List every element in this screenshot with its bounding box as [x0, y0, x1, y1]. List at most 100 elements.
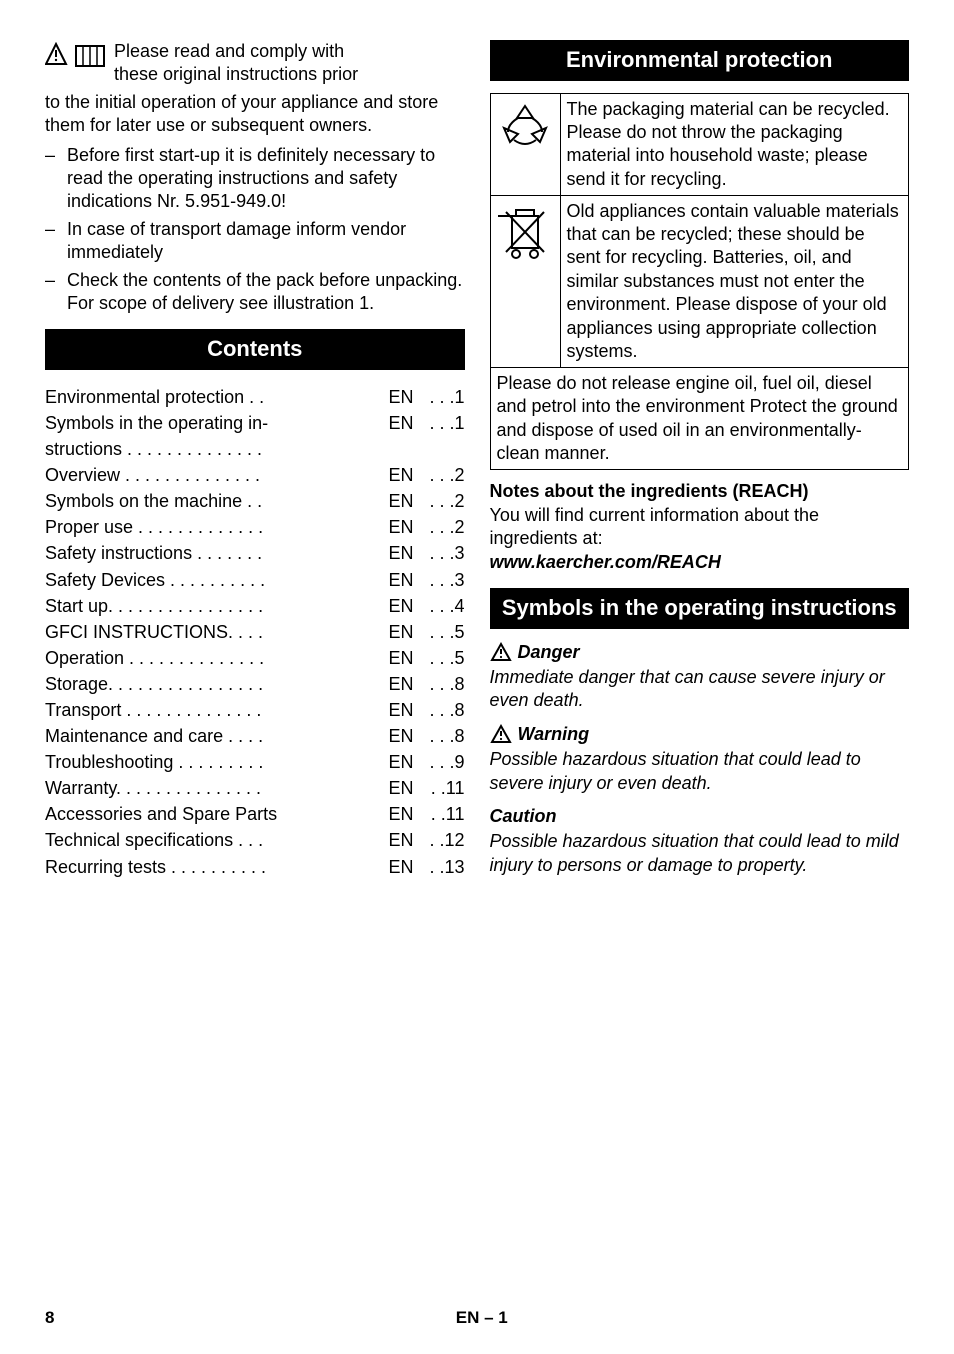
toc-row: Operation . . . . . . . . . . . . . . EN.…	[45, 645, 465, 671]
toc-label: Warranty. . . . . . . . . . . . . . .	[45, 775, 261, 801]
toc-page: . . .2	[421, 462, 465, 488]
toc-lang: EN	[389, 488, 421, 514]
env-header: Environmental protection	[490, 40, 910, 81]
bullet-text: Check the contents of the pack before un…	[67, 269, 465, 316]
toc-lang: EN	[389, 567, 421, 593]
toc-row: Technical specifications . . . EN. .12	[45, 827, 465, 853]
intro-icons	[45, 42, 108, 78]
toc-row: Safety Devices . . . . . . . . . . EN. . …	[45, 567, 465, 593]
toc-page: . . .5	[421, 619, 465, 645]
toc-label: Proper use . . . . . . . . . . . . .	[45, 514, 263, 540]
bullet-dash: –	[45, 144, 67, 214]
toc-label: Symbols on the machine . .	[45, 488, 262, 514]
toc-label: Technical specifications . . .	[45, 827, 263, 853]
danger-label: Danger	[518, 641, 580, 664]
bullet-text: Before first start-up it is definitely n…	[67, 144, 465, 214]
warning-row: Warning	[490, 723, 910, 746]
toc-label: Start up. . . . . . . . . . . . . . . .	[45, 593, 263, 619]
toc-label: Transport . . . . . . . . . . . . . .	[45, 697, 261, 723]
toc-page: . . .8	[421, 697, 465, 723]
recycle-packaging-text: The packaging material can be recycled. …	[561, 94, 909, 196]
old-appliance-box: Old appliances contain valuable material…	[490, 195, 910, 369]
old-appliance-text: Old appliances contain valuable material…	[561, 196, 909, 368]
toc-page: . . .8	[421, 671, 465, 697]
contents-header: Contents	[45, 329, 465, 370]
toc-row: Start up. . . . . . . . . . . . . . . . E…	[45, 593, 465, 619]
toc-label: Symbols in the operating in-structions .…	[45, 410, 268, 462]
toc-page: . .13	[421, 854, 465, 880]
toc-lang: EN	[389, 384, 421, 410]
toc-row: Environmental protection . .EN. . .1	[45, 384, 465, 410]
toc-label: Safety instructions . . . . . . .	[45, 540, 262, 566]
toc-row: Overview . . . . . . . . . . . . . . EN. …	[45, 462, 465, 488]
toc-label: Troubleshooting . . . . . . . . .	[45, 749, 263, 775]
toc-lang: EN	[389, 540, 421, 566]
toc-label: Overview . . . . . . . . . . . . . .	[45, 462, 260, 488]
toc-page: . .11	[421, 775, 465, 801]
footer-lang-page: EN – 1	[456, 1307, 508, 1329]
bullet-item: – Check the contents of the pack before …	[45, 269, 465, 316]
toc-page: . . .3	[421, 567, 465, 593]
toc-label: Operation . . . . . . . . . . . . . .	[45, 645, 264, 671]
toc-label: Storage. . . . . . . . . . . . . . . .	[45, 671, 263, 697]
toc-page: . . .5	[421, 645, 465, 671]
toc-page: . . .4	[421, 593, 465, 619]
toc-lang: EN	[389, 775, 421, 801]
intro-line2: these original instructions prior	[114, 64, 358, 84]
footer-page-number: 8	[45, 1307, 54, 1329]
reach-heading: Notes about the ingredients (REACH)	[490, 480, 910, 503]
toc-label: Accessories and Spare Parts	[45, 801, 277, 827]
intro-line1: Please read and comply with	[114, 41, 344, 61]
toc-row: Symbols on the machine . . EN. . .2	[45, 488, 465, 514]
bullet-dash: –	[45, 269, 67, 316]
toc-page: . .11	[421, 801, 465, 827]
toc-list: Environmental protection . .EN. . .1Symb…	[45, 384, 465, 880]
toc-page: . . .9	[421, 749, 465, 775]
danger-text: Immediate danger that can cause severe i…	[490, 666, 910, 713]
bullet-item: – In case of transport damage inform ven…	[45, 218, 465, 265]
toc-row: Symbols in the operating in-structions .…	[45, 410, 465, 462]
toc-page: . . .3	[421, 540, 465, 566]
toc-label: GFCI INSTRUCTIONS. . . .	[45, 619, 263, 645]
toc-lang: EN	[389, 723, 421, 749]
bullet-dash: –	[45, 218, 67, 265]
symbols-header: Symbols in the operating instructions	[490, 588, 910, 629]
toc-page: . .12	[421, 827, 465, 853]
toc-lang: EN	[389, 697, 421, 723]
right-column: Environmental protection The packaging m…	[490, 40, 910, 880]
manual-book-icon	[74, 42, 108, 72]
toc-lang: EN	[389, 645, 421, 671]
toc-label: Recurring tests . . . . . . . . . .	[45, 854, 266, 880]
reach-text: You will find current information about …	[490, 504, 910, 551]
intro-bullet-list: – Before first start-up it is definitely…	[45, 144, 465, 316]
caution-label: Caution	[490, 805, 557, 828]
toc-lang: EN	[389, 827, 421, 853]
toc-lang: EN	[389, 514, 421, 540]
toc-lang: EN	[389, 671, 421, 697]
toc-row: GFCI INSTRUCTIONS. . . . EN. . .5	[45, 619, 465, 645]
danger-row: Danger	[490, 641, 910, 664]
reach-url: www.kaercher.com/REACH	[490, 551, 910, 574]
hazard-triangle-icon	[490, 642, 512, 662]
toc-row: Safety instructions . . . . . . . EN. . .…	[45, 540, 465, 566]
toc-lang: EN	[389, 749, 421, 775]
hazard-triangle-icon	[490, 724, 512, 744]
toc-row: Troubleshooting . . . . . . . . . EN. . .…	[45, 749, 465, 775]
intro-block: Please read and comply with these origin…	[45, 40, 465, 87]
recycle-arrows-icon	[491, 94, 561, 196]
toc-lang: EN	[389, 462, 421, 488]
toc-page: . . .1	[421, 410, 465, 436]
toc-page: . . .8	[421, 723, 465, 749]
toc-label: Maintenance and care . . . .	[45, 723, 263, 749]
toc-lang: EN	[389, 854, 421, 880]
toc-label: Safety Devices . . . . . . . . . .	[45, 567, 265, 593]
toc-lang: EN	[389, 619, 421, 645]
page-footer: 8 EN – 1	[45, 1307, 909, 1329]
toc-lang: EN	[389, 593, 421, 619]
toc-page: . . .1	[421, 384, 465, 410]
bullet-text: In case of transport damage inform vendo…	[67, 218, 465, 265]
recycle-packaging-box: The packaging material can be recycled. …	[490, 93, 910, 197]
intro-rest: to the initial operation of your applian…	[45, 91, 465, 138]
toc-page: . . .2	[421, 488, 465, 514]
toc-lang: EN	[389, 801, 421, 827]
